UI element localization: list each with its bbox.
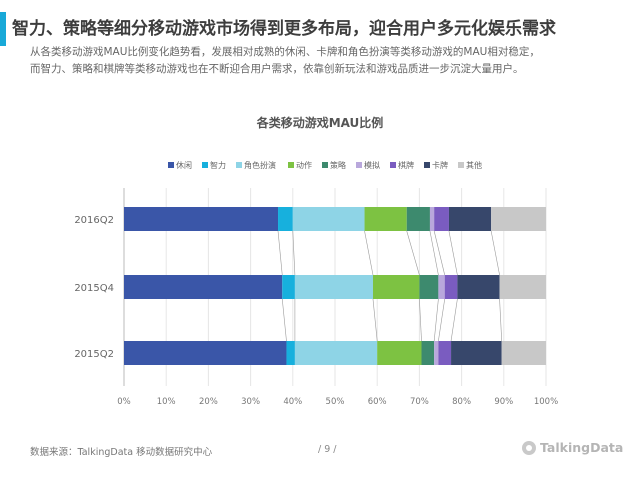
bar-segment-2015Q2-2: [294, 341, 378, 365]
bar-segment-2016Q2-4: [406, 207, 430, 231]
legend-swatch-8: [458, 162, 464, 168]
x-tick-label-7: 70%: [410, 397, 429, 407]
legend-label-5: 模拟: [364, 160, 380, 170]
x-tick-label-5: 50%: [326, 397, 345, 407]
x-tick-label-0: 0%: [117, 397, 131, 407]
category-label-0: 2016Q2: [74, 215, 114, 226]
chart-title: 各类移动游戏MAU比例: [256, 115, 384, 130]
legend-label-8: 其他: [466, 160, 482, 170]
connector-1-2: [372, 298, 378, 342]
legend-label-2: 角色扮演: [244, 160, 276, 170]
x-tick-label-8: 80%: [452, 397, 471, 407]
legend-swatch-3: [288, 162, 294, 168]
bar-segment-2015Q4-7: [457, 275, 500, 299]
bar-segment-2015Q4-8: [499, 275, 546, 299]
page-description: 从各类移动游戏MAU比例变化趋势看，发展相对成熟的休闲、卡牌和角色扮演等类移动游…: [30, 44, 630, 78]
connector-0-7: [490, 230, 500, 276]
legend-swatch-0: [168, 162, 174, 168]
x-tick-label-1: 10%: [157, 397, 176, 407]
connector-0-1: [292, 230, 296, 276]
connector-0-0: [277, 230, 283, 276]
legend-swatch-7: [424, 162, 430, 168]
legend-label-0: 休闲: [176, 160, 192, 170]
connector-1-7: [499, 298, 502, 342]
connector-0-2: [364, 230, 374, 276]
bar-segment-2015Q2-4: [421, 341, 435, 365]
bar-segment-2015Q4-4: [419, 275, 439, 299]
bar-segment-2016Q2-6: [434, 207, 449, 231]
description-line-2: 而智力、策略和棋牌等类移动游戏也在不断迎合用户需求，依靠创新玩法和游戏品质进一步…: [30, 63, 524, 75]
bar-segment-2015Q2-7: [451, 341, 502, 365]
title-accent-bar: [0, 12, 6, 46]
bar-segment-2016Q2-2: [292, 207, 365, 231]
legend-swatch-4: [322, 162, 328, 168]
connector-1-0: [281, 298, 287, 342]
bar-segment-2016Q2-5: [429, 207, 435, 231]
legend-swatch-5: [356, 162, 362, 168]
data-source-note: 数据来源：TalkingData 移动数据研究中心: [30, 447, 213, 458]
bar-segment-2015Q4-1: [282, 275, 295, 299]
connector-1-4: [433, 298, 439, 342]
x-tick-label-6: 60%: [368, 397, 387, 407]
connector-0-4: [429, 230, 439, 276]
bar-segment-2015Q2-0: [124, 341, 287, 365]
bar-segment-2015Q2-5: [434, 341, 439, 365]
bar-segment-2015Q4-5: [438, 275, 445, 299]
page-number: / 9 /: [318, 444, 337, 455]
logo-text: TalkingData: [540, 440, 624, 455]
connector-1-6: [450, 298, 458, 342]
legend-label-3: 动作: [296, 160, 312, 170]
x-tick-label-4: 40%: [283, 397, 302, 407]
bar-segment-2015Q2-3: [377, 341, 422, 365]
connector-0-5: [433, 230, 446, 276]
connector-0-6: [448, 230, 458, 276]
x-tick-label-3: 30%: [241, 397, 260, 407]
bar-segment-2015Q4-3: [372, 275, 420, 299]
x-tick-label-10: 100%: [534, 397, 558, 407]
bar-segment-2015Q4-0: [124, 275, 283, 299]
legend-swatch-1: [202, 162, 208, 168]
connector-1-3: [419, 298, 422, 342]
bar-segment-2016Q2-0: [124, 207, 279, 231]
talkingdata-logo: TalkingData: [522, 440, 623, 455]
legend-swatch-6: [390, 162, 396, 168]
bar-segment-2015Q2-8: [501, 341, 546, 365]
bar-segment-2015Q4-2: [294, 275, 373, 299]
x-tick-label-2: 20%: [199, 397, 218, 407]
connector-0-3: [406, 230, 420, 276]
legend-label-4: 策略: [330, 160, 346, 170]
connector-1-5: [438, 298, 446, 342]
legend-label-1: 智力: [210, 160, 226, 170]
category-label-2: 2015Q2: [74, 349, 114, 360]
logo-icon: [522, 440, 536, 455]
legend-label-7: 卡牌: [432, 160, 448, 170]
bar-segment-2016Q2-7: [448, 207, 492, 231]
bar-segment-2016Q2-1: [278, 207, 293, 231]
bar-segment-2016Q2-8: [491, 207, 546, 231]
legend-swatch-2: [236, 162, 242, 168]
legend-label-6: 棋牌: [398, 160, 414, 170]
page-title: 智力、策略等细分移动游戏市场得到更多布局，迎合用户多元化娱乐需求: [12, 19, 556, 39]
category-label-1: 2015Q4: [74, 283, 114, 294]
x-tick-label-9: 90%: [494, 397, 513, 407]
description-line-1: 从各类移动游戏MAU比例变化趋势看，发展相对成熟的休闲、卡牌和角色扮演等类移动游…: [30, 46, 540, 58]
bar-segment-2015Q2-1: [286, 341, 295, 365]
bar-segment-2015Q2-6: [438, 341, 452, 365]
bar-segment-2016Q2-3: [364, 207, 407, 231]
bar-segment-2015Q4-6: [444, 275, 458, 299]
